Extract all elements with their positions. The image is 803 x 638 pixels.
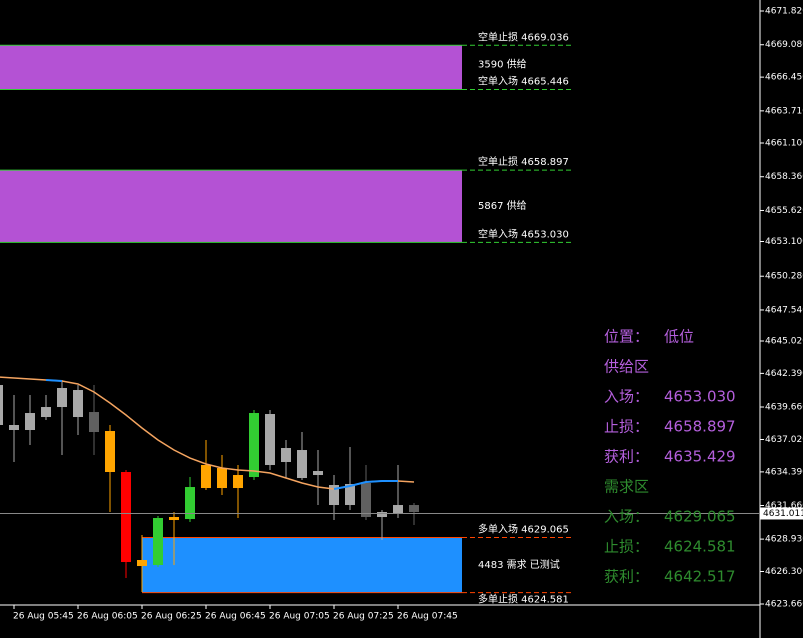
y-tick-label: 4637.020 [765, 435, 803, 445]
level-label: 多单入场 4629.065 [478, 522, 569, 535]
y-tick-label: 4634.390 [765, 467, 803, 477]
panel-text: 供给区 [604, 358, 649, 376]
zone [142, 537, 462, 593]
panel-text: 获利： [604, 448, 649, 466]
x-tick-label: 26 Aug 06:25 [141, 612, 202, 622]
candle-body [41, 407, 51, 418]
x-tick-label: 26 Aug 05:45 [13, 612, 74, 622]
y-tick-label: 4631.660 [765, 501, 803, 511]
panel-text: 止损： [604, 418, 649, 436]
y-tick-label: 4655.620 [765, 206, 803, 216]
candle-body [25, 413, 35, 431]
candle-body [297, 450, 307, 479]
panel-text: 4629.065 [664, 508, 736, 526]
panel-text: 获利： [604, 568, 649, 586]
candle-body [233, 475, 243, 489]
panel-text: 位置： [604, 328, 649, 346]
moving-average [45, 379, 398, 490]
level-label: 多单止损 4624.581 [478, 593, 569, 606]
y-tick-label: 4669.080 [765, 40, 803, 50]
y-tick-label: 4639.660 [765, 402, 803, 412]
candle-body [217, 468, 227, 489]
level-label: 空单入场 4665.446 [478, 74, 569, 87]
candle-body [169, 517, 179, 521]
candle-body [201, 465, 211, 489]
level-label: 空单止损 4669.036 [478, 30, 569, 43]
candle-body [361, 483, 371, 518]
y-tick-label: 4623.660 [765, 600, 803, 610]
panel-text: 低位 [664, 328, 694, 346]
panel-text: 入场： [604, 388, 649, 406]
candle-body [137, 560, 147, 567]
x-tick-label: 26 Aug 06:05 [77, 612, 138, 622]
zone [0, 45, 462, 90]
candle-body [409, 505, 419, 513]
panel-text: 4635.429 [664, 448, 736, 466]
candle-body [153, 518, 163, 566]
zone [0, 170, 462, 243]
y-tick-label: 4650.280 [765, 272, 803, 282]
panel-text: 入场： [604, 508, 649, 526]
y-tick-label: 4642.390 [765, 369, 803, 379]
y-tick-label: 4653.100 [765, 237, 803, 247]
panel-text: 4642.517 [664, 568, 736, 586]
current-price-label: 4631.011 [763, 509, 803, 519]
panel-text: 4624.581 [664, 538, 736, 556]
y-tick-label: 4628.930 [765, 535, 803, 545]
candle-body [89, 412, 99, 433]
x-tick-label: 26 Aug 07:45 [397, 612, 458, 622]
panel-text: 4653.030 [664, 388, 736, 406]
panel-text: 止损： [604, 538, 649, 556]
level-label: 空单入场 4653.030 [478, 227, 569, 240]
zone-label: 3590 供给 [478, 57, 527, 70]
candle-body [249, 413, 259, 478]
y-tick-label: 4658.360 [765, 172, 803, 182]
x-tick-label: 26 Aug 07:05 [269, 612, 330, 622]
candle-body [0, 385, 3, 426]
candle-body [9, 425, 19, 431]
candle-body [329, 485, 339, 506]
y-tick-label: 4626.300 [765, 567, 803, 577]
zone-label: 4483 需求 已测试 [478, 558, 560, 571]
candle-body [121, 472, 131, 563]
level-label: 空单止损 4658.897 [478, 155, 569, 168]
y-tick-label: 4663.710 [765, 106, 803, 116]
plot [0, 44, 462, 594]
y-tick-label: 4645.020 [765, 336, 803, 346]
y-tick-label: 4661.100 [765, 138, 803, 148]
y-tick-label: 4666.450 [765, 73, 803, 83]
candle-body [265, 414, 275, 466]
candle-body [345, 484, 355, 506]
current-price-box [760, 507, 803, 520]
x-tick-label: 26 Aug 07:25 [333, 612, 394, 622]
x-tick-label: 26 Aug 06:45 [205, 612, 266, 622]
candle-body [393, 505, 403, 514]
candle-body [185, 487, 195, 520]
candle-body [73, 390, 83, 418]
candle-body [281, 448, 291, 463]
panel-text: 需求区 [604, 478, 649, 496]
panel-text: 4658.897 [664, 418, 736, 436]
candle-body [57, 388, 67, 408]
candle-body [105, 431, 115, 473]
candle-body [313, 471, 323, 476]
y-tick-label: 4671.820 [765, 7, 803, 17]
candle-body [377, 512, 387, 518]
zone-label: 5867 供给 [478, 199, 527, 212]
y-tick-label: 4647.540 [765, 305, 803, 315]
